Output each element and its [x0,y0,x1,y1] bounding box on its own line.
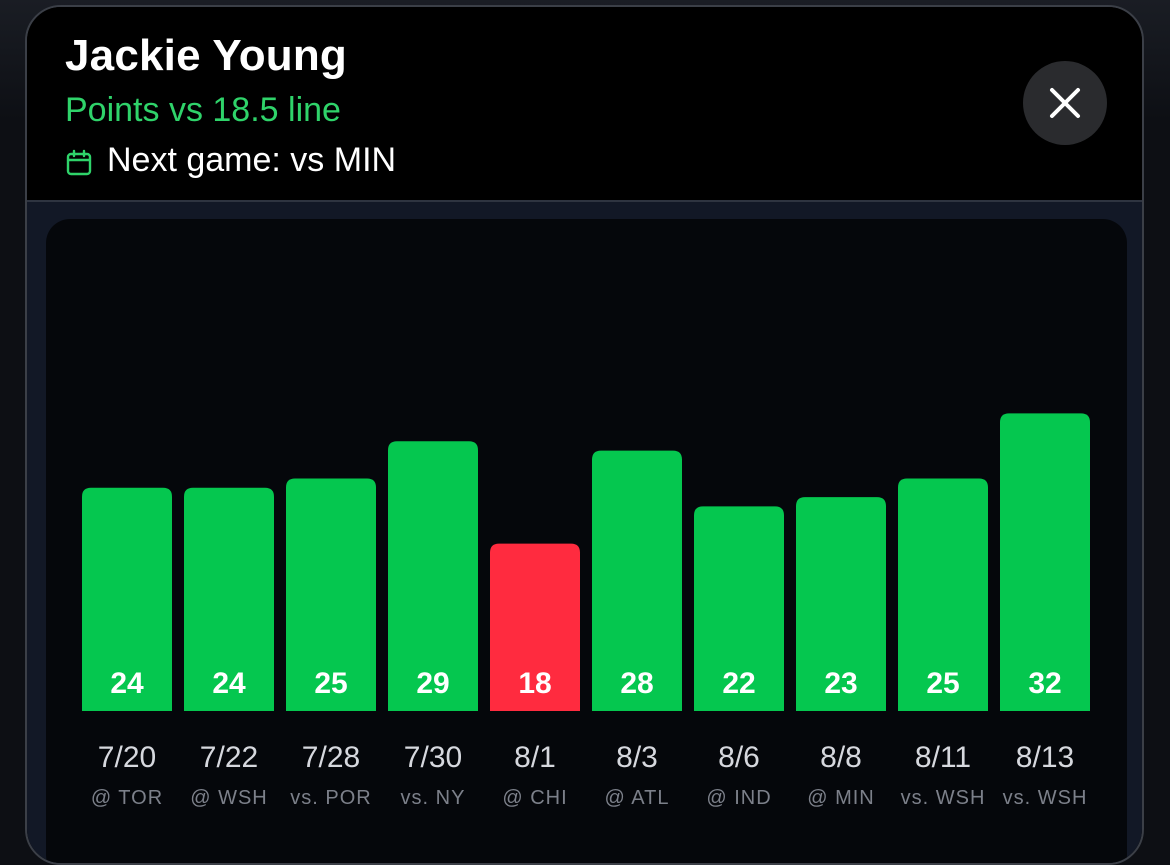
x-tick-date: 7/28 [302,741,360,774]
bar-group[interactable]: 18 8/1 @ CHI [490,543,580,809]
x-tick-opponent: vs. NY [401,787,466,809]
bar-value-label: 29 [416,667,449,700]
x-tick-date: 7/20 [98,741,156,774]
x-tick-date: 7/30 [404,741,462,774]
bar-group[interactable]: 32 8/13 vs. WSH [1000,413,1090,809]
x-tick-opponent: @ CHI [502,787,567,809]
bar[interactable] [796,497,886,711]
x-tick-date: 8/8 [820,741,862,774]
points-bar-chart: 24 7/20 @ TOR 24 7/22 @ WSH 25 7/28 vs. POR 29 7/3… [82,413,1090,810]
bar-group[interactable]: 28 8/3 @ ATL [592,450,682,809]
bar-value-label: 25 [314,667,347,700]
bar[interactable] [898,478,988,712]
next-game-label: Next game: vs MIN [107,141,397,179]
bar-value-label: 18 [518,667,551,700]
player-name: Jackie Young [65,31,347,80]
bar-value-label: 24 [110,667,144,700]
modal-body: 24 7/20 @ TOR 24 7/22 @ WSH 25 7/28 vs. POR 29 7/3… [27,202,1142,863]
x-tick-date: 8/11 [915,741,971,774]
x-tick-opponent: vs. POR [290,787,371,809]
x-tick-date: 8/13 [1016,741,1074,774]
bar[interactable] [82,487,172,711]
bar-group[interactable]: 24 7/20 @ TOR [82,487,172,809]
modal-header: Jackie Young Points vs 18.5 line Next ga… [27,7,1142,202]
bar[interactable] [1000,413,1090,711]
bar-group[interactable]: 25 8/11 vs. WSH [898,478,988,810]
bar-value-label: 23 [824,667,857,700]
x-tick-opponent: @ WSH [190,787,268,809]
bar-value-label: 25 [926,667,959,700]
x-tick-date: 8/6 [718,741,760,774]
next-game-row: Next game: vs MIN [65,141,396,180]
x-tick-date: 8/1 [514,741,556,774]
x-tick-date: 7/22 [200,741,258,774]
prop-line-label: Points vs 18.5 line [65,91,341,129]
bar[interactable] [490,543,580,711]
x-tick-date: 8/3 [616,741,658,774]
bar[interactable] [286,478,376,712]
x-tick-opponent: @ TOR [91,787,163,809]
x-tick-opponent: @ MIN [807,787,875,809]
bar[interactable] [184,487,274,711]
bar-value-label: 22 [722,667,755,700]
bar-group[interactable]: 29 7/30 vs. NY [388,441,478,809]
bar-group[interactable]: 25 7/28 vs. POR [286,478,376,810]
player-prop-modal: Jackie Young Points vs 18.5 line Next ga… [25,5,1144,865]
x-tick-opponent: @ IND [706,787,771,809]
bar[interactable] [592,450,682,711]
calendar-icon [65,147,93,175]
x-tick-opponent: @ ATL [605,787,670,809]
close-icon [1050,88,1080,118]
bar-value-label: 24 [212,667,246,700]
chart-card: 24 7/20 @ TOR 24 7/22 @ WSH 25 7/28 vs. POR 29 7/3… [46,219,1127,863]
bar[interactable] [694,506,784,711]
bar-value-label: 32 [1028,667,1061,700]
x-tick-opponent: vs. WSH [901,787,986,809]
bar[interactable] [388,441,478,711]
bar-value-label: 28 [620,667,653,700]
close-button[interactable] [1023,61,1107,145]
bar-group[interactable]: 22 8/6 @ IND [694,506,784,809]
bar-group[interactable]: 23 8/8 @ MIN [796,497,886,809]
bar-group[interactable]: 24 7/22 @ WSH [184,487,274,809]
x-tick-opponent: vs. WSH [1003,787,1088,809]
